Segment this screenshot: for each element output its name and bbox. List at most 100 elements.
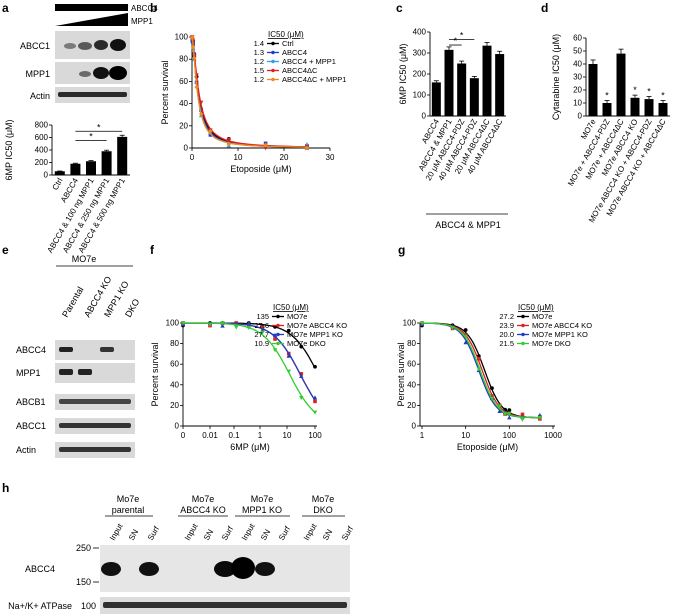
blot-label-abcc1: ABCC1 (20, 41, 50, 51)
lane-label: Input (183, 521, 200, 542)
data-point (180, 321, 186, 326)
bar (431, 82, 441, 116)
y-tick-label: 30 (573, 73, 582, 82)
y-tick-label: 20 (407, 401, 416, 410)
curve-abcc4-c-mpp1 (191, 37, 308, 148)
legend-name: MO7e ABCC4 KO (287, 321, 347, 330)
significance-star: * (97, 122, 101, 132)
y-axis-label: Cytarabine IC50 (μM) (551, 34, 561, 120)
legend-ic50: 27.6 (254, 321, 269, 330)
legend-name: MO7e MPP1 KO (532, 330, 588, 339)
bar (54, 171, 65, 175)
data-point (286, 328, 291, 333)
x-tick-label: 10 (461, 431, 470, 440)
abcc4-bar (55, 4, 128, 11)
mw-150: 150 (76, 577, 91, 587)
group-mpp1-ko: Mo7e MPP1 KO (235, 494, 290, 517)
y-tick-label: 20 (573, 86, 582, 95)
y-tick-label: 0 (422, 112, 427, 121)
x-axis-label: 6MP (μM) (230, 442, 270, 452)
y-tick-label: 400 (35, 146, 49, 155)
x-tick-label: 100 (308, 431, 322, 440)
curve-mo7e-dko (422, 322, 540, 419)
bar (86, 161, 96, 175)
x-tick-label: 1 (420, 431, 425, 440)
band (109, 66, 127, 80)
legend-marker (276, 332, 280, 337)
legend-ic50: 21.5 (499, 339, 514, 348)
data-point (260, 325, 265, 330)
data-point (246, 325, 251, 330)
data-point (299, 344, 304, 349)
group-abcc4-ko: Mo7e ABCC4 KO (178, 494, 228, 517)
bar (117, 136, 128, 175)
data-point (312, 395, 318, 400)
data-point (520, 412, 525, 417)
data-point (199, 100, 204, 105)
data-point (208, 133, 213, 137)
legend-ic50: 1.3 (254, 48, 264, 57)
survival-chart-b: 0 20 40 60 80 100 0 10 20 30 Etoposide (μM) Percent… (160, 30, 346, 174)
x-tick-label: 0 (181, 431, 186, 440)
row-label-abcc4: ABCC4 (25, 564, 55, 574)
lane-label: SN (202, 528, 215, 542)
group-subtitle: DKO (313, 505, 333, 515)
lane-label: SN (321, 528, 334, 542)
blot-header-mo7e: MO7e (72, 254, 97, 264)
data-point (489, 396, 495, 401)
panel-label-h: h (2, 481, 9, 495)
band (93, 67, 109, 79)
legend-title: IC50 (μM) (268, 30, 304, 39)
legend-ic50: 1.2 (254, 57, 264, 66)
legend-marker (276, 314, 280, 319)
data-point (507, 408, 512, 413)
y-tick-label: 20 (170, 401, 179, 410)
x-tick-label: 1 (258, 431, 263, 440)
y-tick-label: 100 (175, 33, 189, 42)
y-tick-label: 600 (35, 133, 49, 142)
y-axis-label: 6MP IC50 (μM) (398, 43, 408, 104)
y-axis-label: Percent survival (160, 60, 170, 124)
y-tick-label: 40 (407, 380, 416, 389)
data-point (220, 323, 225, 328)
abcc4-bar-label: ABCC4 (131, 4, 158, 13)
legend-ic50: 27.7 (254, 330, 269, 339)
group-parental: Mo7e parental (105, 494, 153, 517)
panel-label-e: e (2, 243, 9, 257)
legend-marker (271, 77, 275, 82)
blot-mpp1 (55, 363, 135, 383)
survival-chart-g: 0 20 40 60 80 100 1 10 100 1000 Etoposide (μM) Perc… (396, 303, 592, 452)
band (103, 602, 347, 608)
panel-label-b: b (150, 1, 157, 15)
legend-marker (276, 341, 280, 346)
y-axis-label: Percent survival (396, 342, 406, 406)
mpp1-wedge (55, 13, 128, 26)
bar (602, 103, 612, 116)
legend-ic50: 10.9 (254, 339, 269, 348)
data-point (226, 137, 231, 142)
lane-label: Surf (277, 524, 293, 542)
data-point (220, 321, 225, 326)
legend-name: ABCC4ΔC + MPP1 (282, 75, 346, 84)
legend-name: MO7e (532, 312, 552, 321)
group-title: Mo7e (251, 494, 274, 504)
lane-label: SN (259, 528, 272, 542)
band (59, 369, 73, 375)
band (79, 71, 91, 77)
group-dko: Mo7e DKO (302, 494, 345, 517)
data-point (299, 396, 304, 401)
panel-label-c: c (396, 1, 403, 15)
legend-name: MO7e DKO (532, 339, 571, 348)
legend-name: ABCC4 + MPP1 (282, 57, 336, 66)
data-point (226, 141, 231, 147)
mw-100: 100 (81, 601, 96, 611)
data-point (477, 356, 481, 361)
band (255, 562, 275, 576)
bar (101, 151, 112, 175)
blot-mpp1 (55, 62, 130, 84)
x-tick-label: 0 (190, 153, 195, 162)
band (231, 557, 255, 579)
data-point (497, 404, 502, 409)
